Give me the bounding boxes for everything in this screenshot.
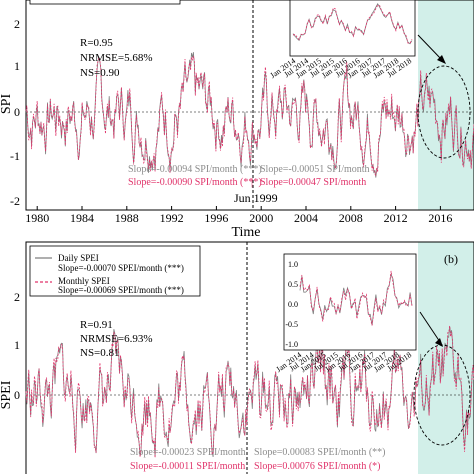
y-tick: 0 <box>14 105 20 119</box>
panel-a-stat-nrmse: NRMSE=5.68% <box>80 52 153 64</box>
panel-a-frame <box>25 0 474 211</box>
panel-a-slope-monthly-before: Slope=-0.00090 SPI/month (***) <box>128 177 262 188</box>
panel-a-inset-monthly <box>292 4 413 44</box>
panel-a-slope-daily-after: Slope=-0.00051 SPI/month <box>260 164 370 175</box>
x-tick-label: 2016 <box>428 211 452 225</box>
panel-b-frame <box>25 241 474 474</box>
legend-monthly-name: Monthly SPEI <box>58 276 110 286</box>
y-tick: 1 <box>14 59 20 73</box>
panel-a: 2 1 0 -1 -2 SPI R=0.95 NRMSE=5.68% NS=0.… <box>0 0 474 240</box>
panel-a-x-label: Time <box>231 225 260 240</box>
panel-a-arrow-head <box>437 55 446 64</box>
panel-a-legend-box <box>29 0 181 5</box>
panel-a-breakpoint-label: Jun 1999 <box>234 191 278 205</box>
panel-b-y-label: SPEI <box>0 380 14 409</box>
y-tick: 1 <box>14 338 20 352</box>
x-tick-label: 2012 <box>384 211 408 225</box>
panel-a-slope-daily-before: Slope=-0.00094 SPI/month (***) <box>128 164 262 175</box>
x-tick-label: 2000 <box>249 211 273 225</box>
x-tick-label: 1992 <box>160 211 184 225</box>
panel-a-slope-separator: | <box>251 177 253 188</box>
x-tick-label: 2008 <box>339 211 363 225</box>
panel-b: 2 1 0 SPEI Daily SPEI Slope=-0.00070 SPE… <box>0 241 474 474</box>
panel-a-focus-ellipse <box>417 65 471 159</box>
panel-b-stat-ns: NS=0.81 <box>80 347 120 359</box>
panel-a-y-label: SPI <box>0 94 14 115</box>
x-tick-label: 1996 <box>204 211 228 225</box>
panel-a-inset-daily <box>292 2 413 45</box>
inset-y-tick-label: 0.0 <box>288 300 298 309</box>
panel-b-slope-daily-before: Slope=-0.00023 SPEI/month <box>130 447 246 458</box>
panel-b-inset-frame <box>283 253 417 351</box>
inset-y-tick-label: 1.0 <box>288 260 298 269</box>
legend-daily-slope: Slope=-0.00070 SPEI/month (***) <box>58 263 184 273</box>
y-tick: 2 <box>14 290 20 304</box>
inset-y-tick-label: -1.0 <box>285 340 298 349</box>
panel-b-monthly-series <box>25 325 474 458</box>
x-tick-label: 1980 <box>25 211 49 225</box>
x-tick-label: 2004 <box>294 211 318 225</box>
panel-a-monthly-series <box>25 55 474 177</box>
panel-b-slope-monthly-before: Slope=-0.00011 SPEI/month <box>130 461 245 472</box>
panel-a-arrow <box>417 34 443 61</box>
inset-y-tick-label: 0.5 <box>288 280 298 289</box>
panel-b-label: (b) <box>444 252 458 266</box>
panel-b-highlight <box>418 242 474 474</box>
panel-a-stat-ns: NS=0.90 <box>80 67 120 79</box>
panel-b-slope-daily-after: Slope=0.00083 SPEI/month (**) <box>254 447 385 458</box>
panel-b-stat-nrmse: NRMSE=6.93% <box>80 333 153 345</box>
legend-monthly-slope: Slope=-0.00069 SPEI/month (***) <box>58 285 184 295</box>
y-tick: 2 <box>14 17 20 31</box>
inset-y-tick-label: -0.5 <box>285 320 298 329</box>
panel-a-highlight <box>418 0 474 210</box>
panel-b-inset-monthly <box>299 270 413 326</box>
x-tick-label: 1988 <box>115 211 139 225</box>
panel-b-stat-r: R=0.91 <box>80 319 113 331</box>
y-tick: 0 <box>14 388 20 402</box>
panel-b-y-ticks: 2 1 0 <box>14 290 20 402</box>
panel-b-legend: Daily SPEI Slope=-0.00070 SPEI/month (**… <box>29 245 201 297</box>
panel-b-legend-box <box>29 245 201 297</box>
y-tick: -2 <box>10 194 20 208</box>
x-tick-label: 1984 <box>70 211 94 225</box>
panel-b-slope-monthly-after: Slope=0.00076 SPEI/month (*) <box>254 461 380 472</box>
panel-a-stat-r: R=0.95 <box>80 37 113 49</box>
panel-b-arrow <box>419 311 441 343</box>
panel-a-slope-monthly-after: Slope=0.00047 SPI/month <box>260 177 366 188</box>
y-tick: -1 <box>10 149 20 163</box>
legend-daily-name: Daily SPEI <box>58 253 99 263</box>
panel-a-y-ticks: 2 1 0 -1 -2 <box>10 17 20 208</box>
panel-a-x-ticks: 1980 1984 1988 1992 1996 2000 2004 2008 2012 2016 <box>25 206 452 225</box>
panel-a-inset-frame <box>289 0 416 57</box>
panel-b-arrow-head <box>435 338 443 347</box>
